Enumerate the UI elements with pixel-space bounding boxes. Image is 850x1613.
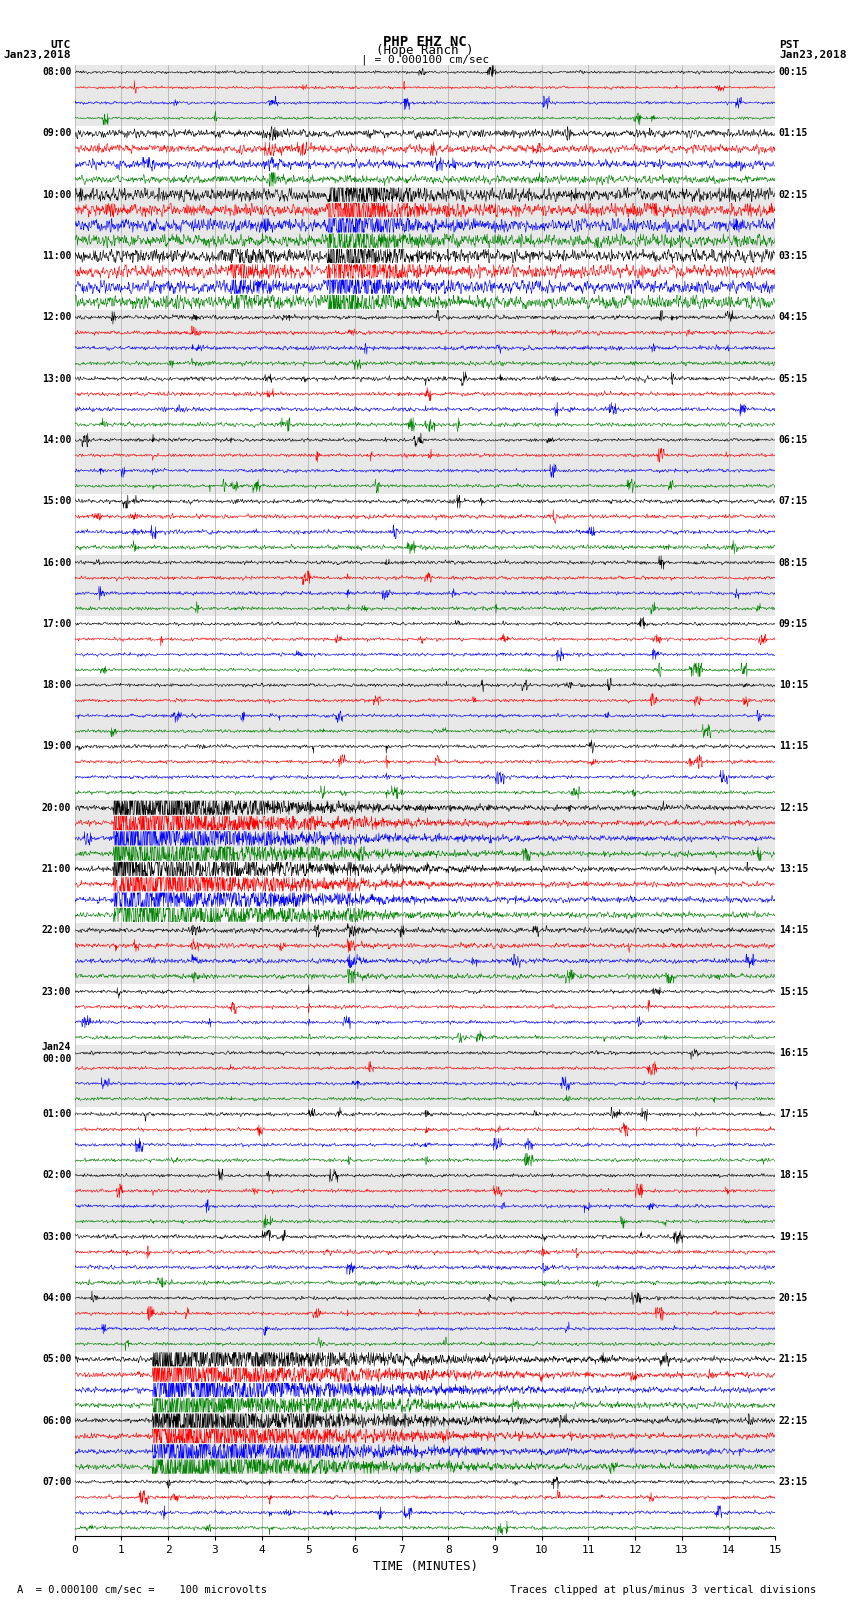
Text: 11:15: 11:15 (779, 742, 808, 752)
Bar (75, 1168, 775, 1229)
Text: 07:00: 07:00 (42, 1478, 71, 1487)
Bar (75, 616, 775, 677)
Bar (75, 1045, 775, 1107)
Text: 21:00: 21:00 (42, 865, 71, 874)
Text: 16:15: 16:15 (779, 1048, 808, 1058)
Text: 01:15: 01:15 (779, 129, 808, 139)
Text: 19:00: 19:00 (42, 742, 71, 752)
Text: 23:15: 23:15 (779, 1478, 808, 1487)
Text: UTC: UTC (50, 40, 71, 50)
Bar (75, 310, 775, 371)
Text: 08:15: 08:15 (779, 558, 808, 568)
Text: 11:00: 11:00 (42, 252, 71, 261)
Text: A  = 0.000100 cm/sec =    100 microvolts: A = 0.000100 cm/sec = 100 microvolts (17, 1586, 267, 1595)
Text: 22:00: 22:00 (42, 926, 71, 936)
Bar (75, 923, 775, 984)
Text: 15:15: 15:15 (779, 987, 808, 997)
Text: 14:00: 14:00 (42, 436, 71, 445)
Bar (75, 371, 775, 432)
Text: 00:15: 00:15 (779, 68, 808, 77)
Text: 19:15: 19:15 (779, 1232, 808, 1242)
Bar (75, 1107, 775, 1168)
Text: 22:15: 22:15 (779, 1416, 808, 1426)
Text: PHP EHZ NC: PHP EHZ NC (383, 35, 467, 48)
Text: 23:00: 23:00 (42, 987, 71, 997)
Bar (75, 1352, 775, 1413)
Text: 14:15: 14:15 (779, 926, 808, 936)
Bar (75, 65, 775, 126)
Text: (Hope Ranch ): (Hope Ranch ) (377, 44, 473, 58)
Bar (75, 555, 775, 616)
Bar (75, 800, 775, 861)
Text: 01:00: 01:00 (42, 1110, 71, 1119)
Bar (75, 432, 775, 494)
Text: 10:15: 10:15 (779, 681, 808, 690)
Text: 02:00: 02:00 (42, 1171, 71, 1181)
Text: 17:15: 17:15 (779, 1110, 808, 1119)
X-axis label: TIME (MINUTES): TIME (MINUTES) (372, 1560, 478, 1573)
Text: 06:15: 06:15 (779, 436, 808, 445)
Text: Jan23,2018: Jan23,2018 (3, 50, 71, 60)
Text: Traces clipped at plus/minus 3 vertical divisions: Traces clipped at plus/minus 3 vertical … (510, 1586, 816, 1595)
Bar (75, 1229, 775, 1290)
Text: 13:00: 13:00 (42, 374, 71, 384)
Text: 03:00: 03:00 (42, 1232, 71, 1242)
Text: 12:00: 12:00 (42, 313, 71, 323)
Text: 05:15: 05:15 (779, 374, 808, 384)
Text: 15:00: 15:00 (42, 497, 71, 506)
Text: 20:15: 20:15 (779, 1294, 808, 1303)
Bar (75, 1474, 775, 1536)
Text: 12:15: 12:15 (779, 803, 808, 813)
Text: 04:15: 04:15 (779, 313, 808, 323)
Text: 08:00: 08:00 (42, 68, 71, 77)
Text: PST: PST (779, 40, 800, 50)
Bar (75, 126, 775, 187)
Bar (75, 1413, 775, 1474)
Bar (75, 861, 775, 923)
Text: 16:00: 16:00 (42, 558, 71, 568)
Text: 20:00: 20:00 (42, 803, 71, 813)
Text: 06:00: 06:00 (42, 1416, 71, 1426)
Bar (75, 187, 775, 248)
Text: 09:15: 09:15 (779, 619, 808, 629)
Text: 09:00: 09:00 (42, 129, 71, 139)
Text: 02:15: 02:15 (779, 190, 808, 200)
Text: 03:15: 03:15 (779, 252, 808, 261)
Text: 10:00: 10:00 (42, 190, 71, 200)
Text: Jan23,2018: Jan23,2018 (779, 50, 847, 60)
Bar (75, 677, 775, 739)
Text: 18:15: 18:15 (779, 1171, 808, 1181)
Bar (75, 248, 775, 310)
Text: 04:00: 04:00 (42, 1294, 71, 1303)
Text: 21:15: 21:15 (779, 1355, 808, 1365)
Text: Jan24
00:00: Jan24 00:00 (42, 1042, 71, 1063)
Text: 13:15: 13:15 (779, 865, 808, 874)
Bar (75, 739, 775, 800)
Text: | = 0.000100 cm/sec: | = 0.000100 cm/sec (361, 53, 489, 65)
Text: 07:15: 07:15 (779, 497, 808, 506)
Text: 05:00: 05:00 (42, 1355, 71, 1365)
Bar (75, 1290, 775, 1352)
Text: 17:00: 17:00 (42, 619, 71, 629)
Text: 18:00: 18:00 (42, 681, 71, 690)
Bar (75, 494, 775, 555)
Bar (75, 984, 775, 1045)
